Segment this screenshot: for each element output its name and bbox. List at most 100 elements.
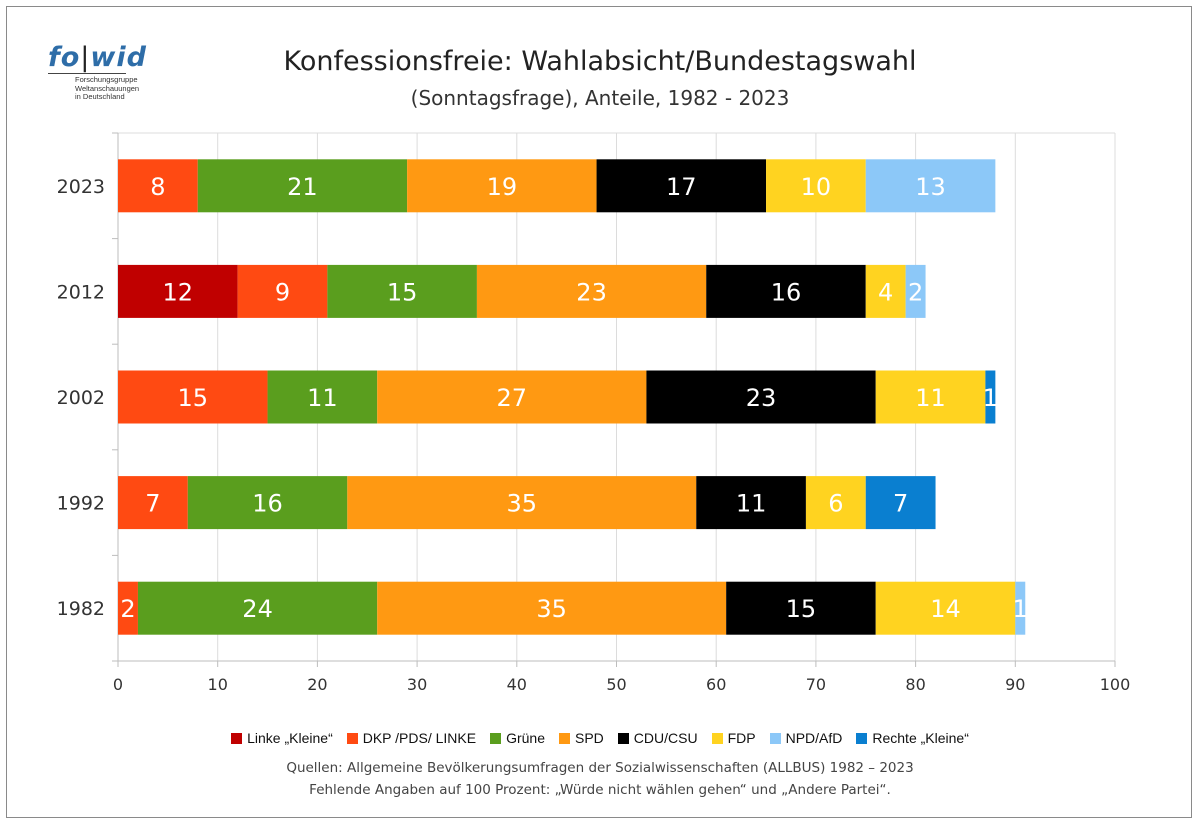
bar-segment	[187, 476, 348, 530]
legend: Linke „Kleine“ DKP /PDS/ LINKE Grüne SPD CDU…	[0, 730, 1200, 746]
bar-segment	[766, 159, 866, 213]
legend-label: Linke „Kleine“	[247, 730, 333, 746]
chart-title: Konfessionsfreie: Wahlabsicht/Bundestags…	[283, 46, 917, 77]
bar-data-label: 24	[242, 595, 273, 623]
bar-data-label: 15	[786, 595, 817, 623]
legend-swatch	[346, 732, 358, 744]
bar-segment	[118, 476, 188, 530]
bar-segment	[726, 581, 876, 635]
legend-item: CDU/CSU	[617, 730, 698, 746]
chart-subtitle: (Sonntagsfrage), Anteile, 1982 - 2023	[410, 86, 790, 110]
x-tick-label: 60	[706, 675, 726, 694]
bar-data-label: 13	[915, 173, 946, 201]
bar-segment	[377, 581, 727, 635]
bar-data-label: 7	[145, 490, 160, 518]
chart-frame	[6, 6, 1192, 818]
legend-label: Rechte „Kleine“	[872, 730, 969, 746]
bar-segment	[875, 581, 1016, 635]
bar-data-label: 7	[893, 490, 908, 518]
x-tick-label: 30	[407, 675, 427, 694]
y-category-label: 1982	[57, 598, 105, 620]
bar-data-label: 27	[497, 384, 528, 412]
legend-label: CDU/CSU	[633, 730, 698, 746]
x-tick-label: 80	[905, 675, 925, 694]
legend-label: FDP	[727, 730, 756, 746]
logo-rule	[48, 73, 126, 74]
bar-segment	[865, 159, 996, 213]
bar-segment	[476, 264, 707, 318]
bar-segment	[137, 581, 378, 635]
legend-label: SPD	[575, 730, 604, 746]
bar-segment	[267, 370, 378, 424]
legend-swatch	[856, 732, 868, 744]
legend-item: Grüne	[490, 730, 545, 746]
logo-line-1: Forschungsgruppe	[75, 75, 138, 84]
bar-segment	[646, 370, 876, 424]
bar-data-label: 21	[287, 173, 318, 201]
legend-label: DKP /PDS/ LINKE	[362, 730, 477, 746]
logo-line-3: in Deutschland	[75, 92, 125, 101]
bar-segment	[875, 370, 986, 424]
bar-segment	[377, 370, 647, 424]
bar-data-label: 14	[930, 595, 961, 623]
x-tick-label: 50	[606, 675, 626, 694]
bar-segment	[347, 476, 697, 530]
bar-data-label: 23	[746, 384, 777, 412]
missing-values-note: Fehlende Angaben auf 100 Prozent: „Würde…	[309, 782, 891, 798]
bar-data-label: 15	[387, 278, 418, 306]
x-tick-label: 90	[1005, 675, 1025, 694]
legend-label: Grüne	[506, 730, 545, 746]
legend-swatch	[231, 732, 243, 744]
legend-item: FDP	[711, 730, 756, 746]
legend-swatch	[617, 732, 629, 744]
legend-item: DKP /PDS/ LINKE	[346, 730, 477, 746]
x-tick-label: 10	[208, 675, 228, 694]
x-tick-label: 70	[806, 675, 826, 694]
bar-data-label: 16	[771, 278, 802, 306]
bar-segment	[905, 264, 926, 318]
bar-data-label: 2	[120, 595, 135, 623]
y-category-label: 2023	[57, 176, 105, 198]
bar-data-label: 35	[507, 490, 538, 518]
bar-data-label: 9	[275, 278, 290, 306]
legend-item: SPD	[559, 730, 604, 746]
legend-swatch	[559, 732, 570, 744]
legend-swatch	[711, 732, 723, 744]
legend-label: NPD/AfD	[785, 730, 843, 746]
bar-data-label: 2	[908, 278, 923, 306]
y-category-label: 2012	[57, 281, 105, 303]
x-tick-label: 20	[307, 675, 327, 694]
bar-data-label: 35	[536, 595, 567, 623]
y-category-label: 1992	[57, 493, 105, 515]
bar-segment	[1015, 581, 1026, 635]
bar-data-label: 11	[915, 384, 946, 412]
bar-data-label: 11	[736, 490, 767, 518]
bar-data-label: 16	[252, 490, 283, 518]
bar-segment	[118, 370, 268, 424]
bar-data-label: 19	[487, 173, 518, 201]
bar-segment	[985, 370, 996, 424]
bar-data-label: 17	[666, 173, 697, 201]
bar-segment	[237, 264, 328, 318]
bar-segment	[327, 264, 477, 318]
bar-segment	[706, 264, 866, 318]
legend-swatch	[490, 732, 502, 744]
bar-data-label: 11	[307, 384, 338, 412]
bar-segment	[596, 159, 767, 213]
bar-segment	[865, 476, 936, 530]
bar-data-label: 1	[983, 384, 998, 412]
bar-data-label: 1	[1013, 595, 1028, 623]
legend-item: Linke „Kleine“	[231, 730, 333, 746]
bar-data-label: 23	[576, 278, 607, 306]
source-note: Quellen: Allgemeine Bevölkerungsumfragen…	[286, 760, 914, 776]
bar-data-label: 6	[828, 490, 843, 518]
bar-data-label: 15	[178, 384, 209, 412]
legend-swatch	[769, 732, 781, 744]
bar-segment	[696, 476, 806, 530]
bar-data-label: 8	[150, 173, 165, 201]
x-tick-label: 0	[113, 675, 123, 694]
x-tick-label: 40	[507, 675, 527, 694]
bar-segment	[118, 581, 138, 635]
bar-data-label: 4	[878, 278, 893, 306]
